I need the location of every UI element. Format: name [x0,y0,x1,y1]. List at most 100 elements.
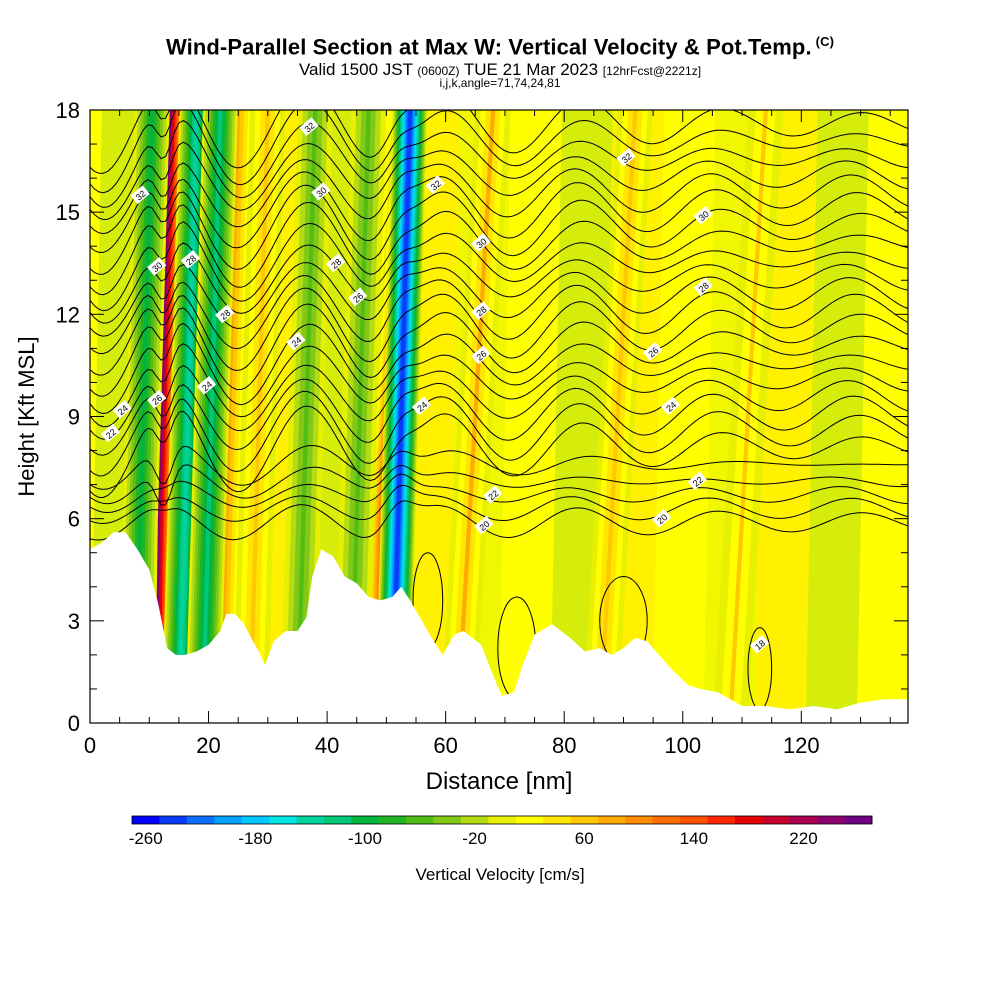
contour-label: 20 [652,508,672,528]
contour-label-box [693,205,713,225]
contour-label: 24 [196,376,217,395]
valid-time-line: Valid 1500 JST (0600Z) TUE 21 Mar 2023 [… [0,60,1000,80]
colorbar-frame [131,815,873,825]
contour-label-text: 32 [303,120,317,134]
theta-contour-line [90,484,908,525]
contour-label-text: 32 [429,178,443,192]
colorbar-tick-label: 140 [680,829,708,848]
contour-label-box [411,396,432,416]
x-axis-label: Distance [nm] [426,768,573,795]
colorbar-swatch [241,816,270,824]
colorbar-swatch [543,816,572,824]
contour-label-text: 30 [150,260,164,274]
valid-date: TUE 21 Mar 2023 [463,60,599,79]
contour-label: 30 [693,205,713,225]
theta-contour-line [90,110,908,174]
theta-contour-line [90,405,908,499]
contour-label: 30 [471,233,491,252]
downdraft-streak [200,110,223,723]
y-tick-label: 18 [56,98,80,123]
terrain-mask [90,532,908,723]
theta-contour-line [90,110,908,194]
contour-label-text: 20 [655,512,669,526]
contour-label: 24 [411,396,432,416]
contour-label-text: 22 [691,475,705,489]
contour-label-text: 24 [116,403,130,417]
theta-contour-line [90,221,908,312]
colorbar-swatch [597,816,626,824]
contour-label: 30 [147,256,167,276]
y-tick-label: 0 [68,711,80,736]
contour-label-text: 26 [351,291,365,305]
contour-label: 28 [180,250,201,269]
theta-contour-line [90,322,908,415]
copyright-mark: (C) [815,34,835,49]
contour-label-box [471,233,491,252]
contour-label-box [652,508,672,528]
theta-contour-line [90,242,908,324]
velocity-field [90,110,908,723]
contour-label-text: 24 [664,400,678,414]
contour-label: 22 [100,423,121,443]
contour-label-box [687,471,707,491]
contour-label-text: 28 [474,304,488,318]
theta-contour-line [90,159,908,235]
colorbar-swatch [680,816,709,824]
forecast-info: [12hrFcst@2221z] [602,64,702,78]
x-tick-label: 120 [783,733,820,758]
contour-label-box [749,634,770,654]
contour-label-box [616,147,636,167]
y-axis-label: Height [Kft MSL] [14,336,39,496]
colorbar-swatch [488,816,517,824]
contour-label-text: 24 [290,335,304,349]
field-band [856,110,908,723]
colorbar-swatch [460,816,489,824]
theta-contour-line [90,343,908,428]
theta-contour-line [90,364,908,440]
contour-label: 30 [311,181,331,201]
contour-label-box [471,301,491,320]
colorbar-tick-label: 220 [789,829,817,848]
contour-label: 22 [483,485,503,504]
theta-contour-line [90,390,908,477]
theta-contour-line [90,274,908,355]
downdraft-streak [348,110,371,723]
theta-contour-line [90,141,908,221]
colorbar-tick-label: 60 [575,829,594,848]
updraft-streak [728,110,768,723]
contour-label-text: 26 [150,393,164,407]
colorbar-swatch [269,816,297,824]
colorbar-swatch [351,816,380,824]
theta-contour-line [90,201,908,296]
contour-label-text: 26 [646,345,660,359]
contour-label-box [299,117,319,136]
colorbar-swatch [159,816,188,824]
contour-label-text: 22 [104,427,118,441]
contour-label: 28 [471,301,491,320]
updraft-streak [597,110,638,723]
chart-title: Wind-Parallel Section at Max W: Vertical… [0,34,1000,60]
valid-utc: (0600Z) [417,64,460,78]
contour-label-text: 24 [200,379,214,393]
theta-contour-line [90,184,908,275]
theta-contour-line [90,500,908,541]
contour-label-box [643,342,663,361]
contour-label-box [660,396,681,416]
contour-label-box [112,399,132,419]
contour-label-text: 28 [329,257,343,271]
contour-label-text: 26 [474,349,488,363]
contour-label: 28 [215,304,235,324]
field-band [652,110,716,723]
contour-label-box [100,423,121,443]
contour-label-box [196,376,217,395]
contour-label: 22 [687,471,707,491]
axes: 0 20 40 60 80 100 120 0 3 6 9 12 15 18 Distance [nm] He… [14,98,908,795]
colorbar-swatch [817,816,846,824]
contour-label-text: 24 [415,400,429,414]
contour-label: 24 [660,396,681,416]
contour-label-text: 28 [218,308,232,322]
y-tick-label: 12 [56,302,80,327]
contour-label: 24 [286,331,306,351]
